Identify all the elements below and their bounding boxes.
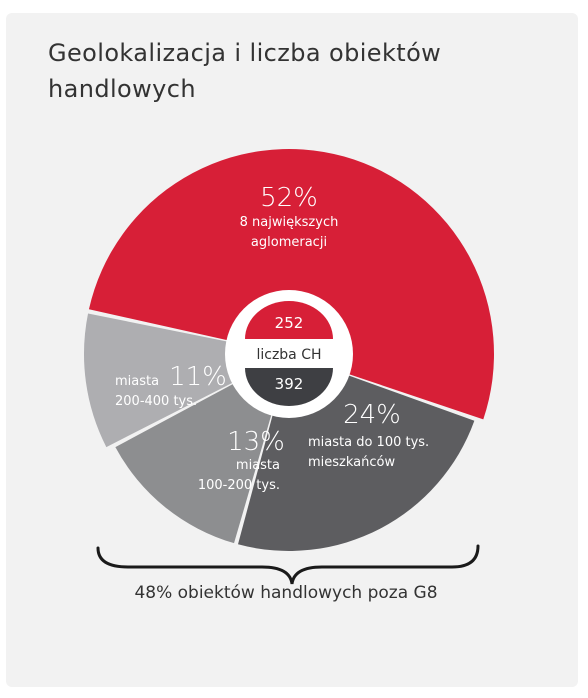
slice-label-pct-3: 13% — [227, 427, 285, 457]
slice-label-line1-3: miasta — [236, 458, 280, 473]
pie-slices — [84, 148, 495, 551]
chart-caption: 48% obiektów handlowych poza G8 — [134, 583, 438, 603]
slice-label-pct-2: 24% — [343, 400, 401, 430]
pie-slice-3 — [115, 354, 290, 544]
center-label: liczba CH — [256, 347, 321, 363]
pie-slice-1 — [88, 148, 495, 420]
slice-label-line2-3: 100-200 tys. — [198, 478, 280, 493]
center-bottom-shape — [245, 368, 333, 406]
slice-label-line1-1: 8 największych — [240, 215, 339, 230]
slice-label-pct-1: 52% — [260, 183, 318, 213]
center-top-value: 252 — [275, 314, 304, 332]
chart-title: Geolokalizacja i liczba obiektów handlow… — [48, 39, 442, 103]
center-top-shape — [245, 301, 333, 339]
slice-label-line2-1: aglomeracji — [251, 235, 327, 250]
slice-label-line1-2: miasta do 100 tys. — [308, 435, 429, 450]
slice-labels: 52% 8 największych aglomeracji 24% miast… — [115, 183, 429, 493]
slice-label-pct-4: 11% — [169, 362, 227, 392]
center-bottom-value: 392 — [275, 375, 304, 393]
slice-label-line2-2: mieszkańców — [308, 455, 395, 470]
curly-brace — [96, 544, 480, 585]
slice-label-line1-4: miasta — [115, 374, 159, 389]
slice-label-line2-4: 200-400 tys. — [115, 394, 197, 409]
